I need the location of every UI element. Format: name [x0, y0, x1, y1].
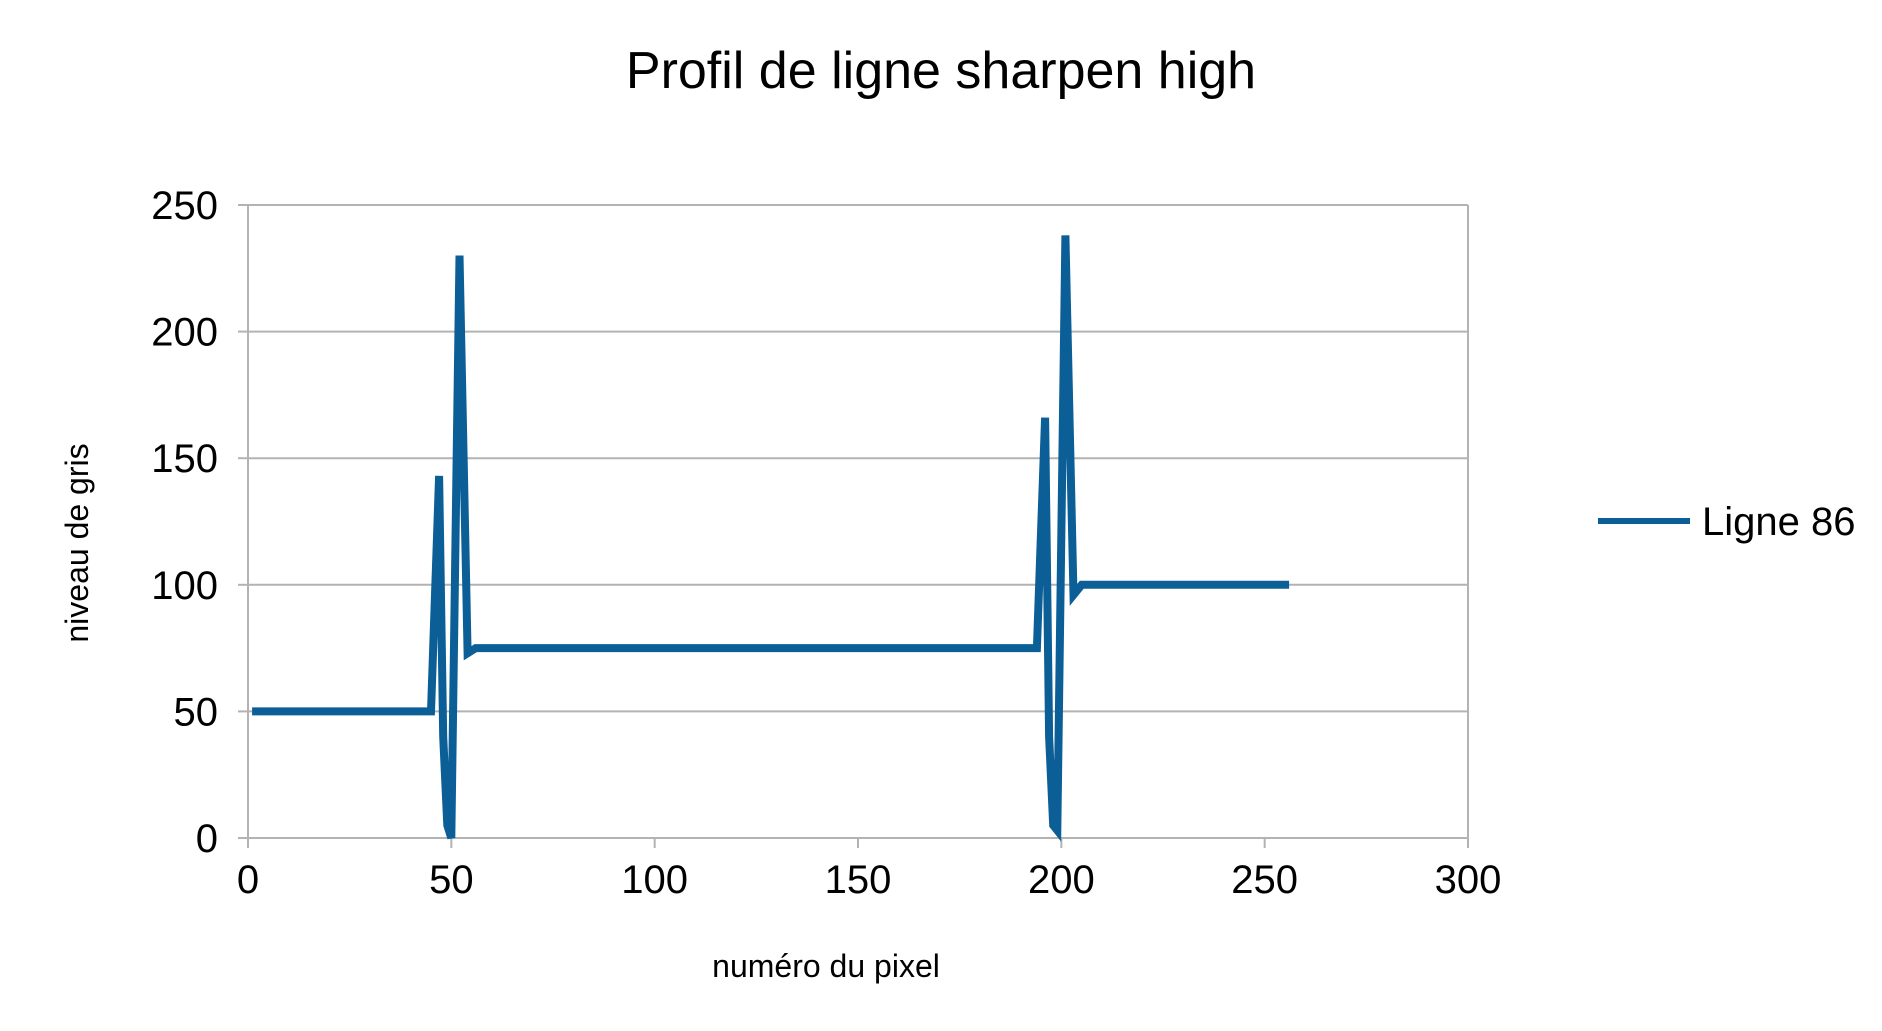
x-tick-label: 300	[1435, 858, 1502, 902]
y-tick-label: 50	[174, 690, 219, 734]
x-tick-label: 150	[825, 858, 892, 902]
y-tick-label: 100	[151, 564, 218, 608]
x-tick-labels: 0 50 100 150 200 250 300	[237, 858, 1502, 902]
x-tick-label: 0	[237, 858, 259, 902]
x-tick-label: 250	[1231, 858, 1298, 902]
legend-label-ligne-86: Ligne 86	[1702, 500, 1855, 544]
x-axis-title: numéro du pixel	[712, 948, 940, 984]
legend: Ligne 86	[1598, 500, 1855, 544]
y-axis-title: niveau de gris	[59, 443, 95, 642]
y-tick-labels: 0 50 100 150 200 250	[151, 184, 218, 861]
y-tick-label: 0	[196, 817, 218, 861]
axes	[238, 204, 1469, 848]
series-lines	[252, 235, 1290, 842]
x-tick-label: 100	[621, 858, 688, 902]
y-tick-label: 150	[151, 437, 218, 481]
y-tick-label: 200	[151, 311, 218, 355]
chart-title: Profil de ligne sharpen high	[626, 42, 1256, 100]
x-tick-label: 200	[1028, 858, 1095, 902]
x-tick-label: 50	[429, 858, 474, 902]
y-tick-label: 250	[151, 184, 218, 228]
series-line-ligne-86	[252, 235, 1290, 842]
